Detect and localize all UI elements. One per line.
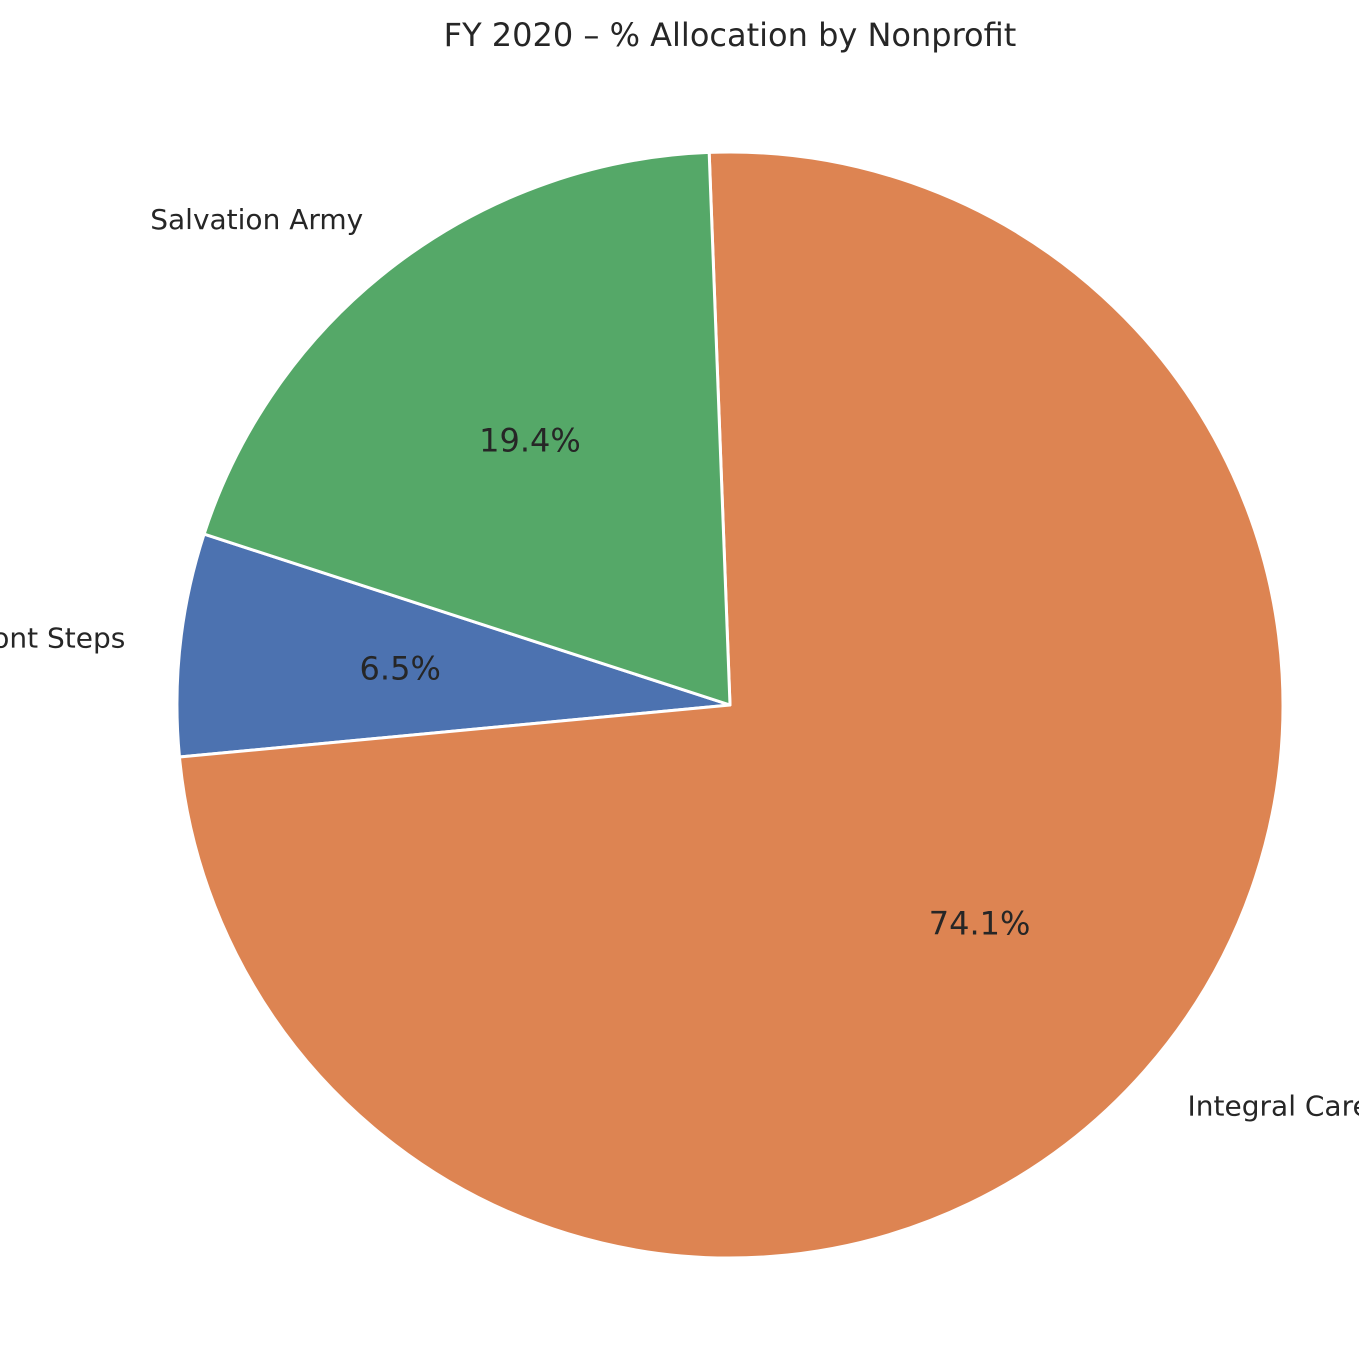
pie-slice-salvation-army xyxy=(202,150,732,707)
pie-labels: 6.5% Front Steps 74.1% Integral Care 19.4% Sa… xyxy=(0,203,1359,1122)
pct-label-salvation-army: 19.4% xyxy=(479,421,581,459)
pct-label-front-steps: 6.5% xyxy=(360,650,441,688)
slice-label-salvation-army: Salvation Army xyxy=(150,203,363,236)
slice-label-integral-care: Integral Care xyxy=(1188,1089,1359,1122)
pie-slice-front-steps xyxy=(175,532,732,759)
pie-slices xyxy=(175,150,1285,1260)
pct-label-integral-care: 74.1% xyxy=(929,905,1031,943)
slice-label-front-steps: Front Steps xyxy=(0,622,125,655)
chart-title: FY 2020 – % Allocation by Nonprofit xyxy=(444,16,1017,54)
